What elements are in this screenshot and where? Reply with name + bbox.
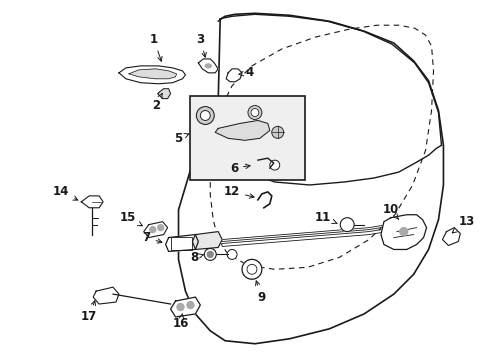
- Text: 5: 5: [174, 132, 188, 145]
- Circle shape: [226, 249, 237, 260]
- Circle shape: [271, 126, 283, 138]
- Text: 3: 3: [196, 33, 206, 57]
- Circle shape: [204, 248, 216, 260]
- Text: 7: 7: [142, 231, 162, 244]
- Polygon shape: [165, 235, 198, 251]
- Circle shape: [200, 111, 210, 121]
- Polygon shape: [129, 69, 176, 79]
- Text: 1: 1: [149, 33, 162, 61]
- Text: 13: 13: [451, 215, 474, 233]
- Bar: [170, 237, 192, 251]
- Polygon shape: [157, 89, 170, 99]
- Polygon shape: [380, 215, 426, 249]
- Circle shape: [246, 264, 256, 274]
- Text: 12: 12: [224, 185, 254, 198]
- Polygon shape: [225, 69, 242, 82]
- Circle shape: [250, 109, 258, 117]
- Text: 2: 2: [151, 94, 162, 112]
- Text: 9: 9: [255, 281, 265, 303]
- Polygon shape: [442, 228, 459, 246]
- Circle shape: [149, 227, 155, 233]
- Circle shape: [242, 260, 262, 279]
- Text: 10: 10: [382, 203, 398, 219]
- Text: 14: 14: [53, 185, 78, 200]
- Text: 11: 11: [314, 211, 336, 224]
- Circle shape: [207, 251, 213, 257]
- Circle shape: [269, 160, 279, 170]
- Circle shape: [399, 228, 407, 235]
- Circle shape: [196, 107, 214, 125]
- Polygon shape: [143, 222, 167, 238]
- Circle shape: [186, 302, 194, 309]
- Polygon shape: [215, 121, 269, 140]
- Polygon shape: [81, 196, 103, 208]
- Text: 8: 8: [190, 251, 203, 264]
- Circle shape: [157, 225, 163, 231]
- Ellipse shape: [205, 64, 211, 68]
- Text: 17: 17: [81, 301, 97, 323]
- Polygon shape: [170, 297, 200, 317]
- Polygon shape: [192, 231, 222, 249]
- Circle shape: [340, 218, 353, 231]
- Polygon shape: [119, 66, 185, 84]
- Bar: [190, 96, 304, 180]
- Polygon shape: [93, 287, 119, 304]
- Text: 6: 6: [229, 162, 249, 175]
- Circle shape: [247, 105, 262, 120]
- Circle shape: [177, 303, 183, 310]
- Text: 4: 4: [238, 66, 253, 79]
- Polygon shape: [198, 59, 218, 73]
- Text: 16: 16: [172, 314, 188, 330]
- Text: 15: 15: [119, 211, 142, 226]
